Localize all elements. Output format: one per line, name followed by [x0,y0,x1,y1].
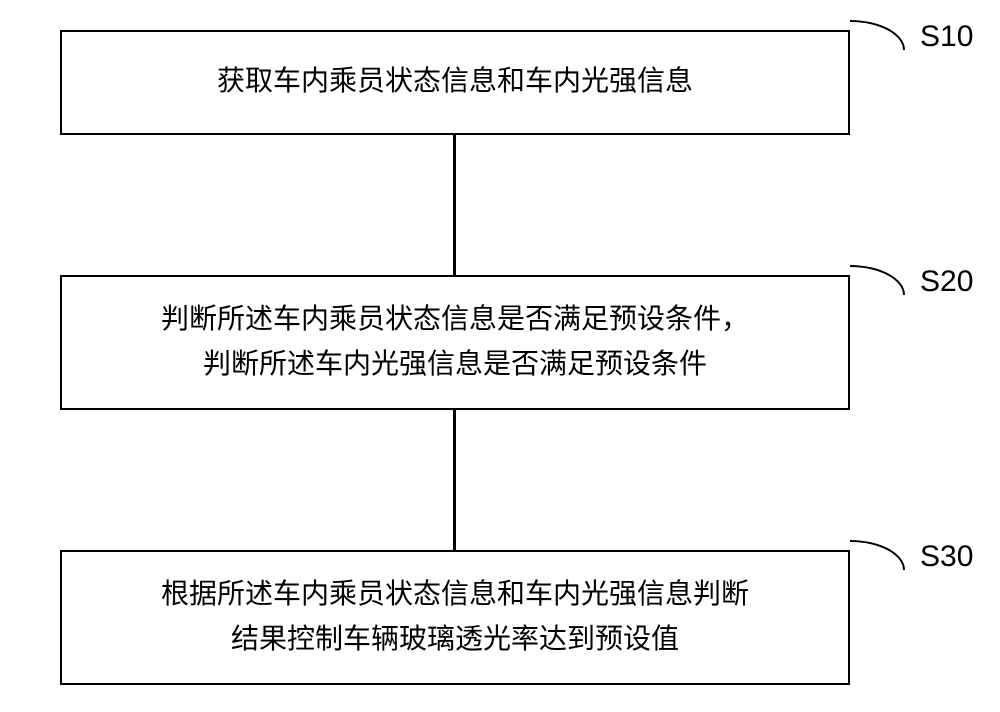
step-s20-line1: 判断所述车内乘员状态信息是否满足预设条件， [161,298,749,343]
callout-s20 [850,265,905,295]
callout-s10 [850,20,905,50]
label-s30: S30 [920,540,973,574]
step-s10-line1: 获取车内乘员状态信息和车内光强信息 [217,60,693,105]
step-s10: 获取车内乘员状态信息和车内光强信息 [60,30,850,135]
step-s30: 根据所述车内乘员状态信息和车内光强信息判断 结果控制车辆玻璃透光率达到预设值 [60,550,850,685]
callout-s30 [850,540,905,570]
label-s10: S10 [920,20,973,54]
label-s20: S20 [920,265,973,299]
step-s30-line1: 根据所述车内乘员状态信息和车内光强信息判断 [161,573,749,618]
step-s30-line2: 结果控制车辆玻璃透光率达到预设值 [231,618,679,663]
step-s20-line2: 判断所述车内光强信息是否满足预设条件 [203,343,707,388]
step-s20: 判断所述车内乘员状态信息是否满足预设条件， 判断所述车内光强信息是否满足预设条件 [60,275,850,410]
connector-s20-s30 [453,410,456,550]
connector-s10-s20 [453,135,456,275]
